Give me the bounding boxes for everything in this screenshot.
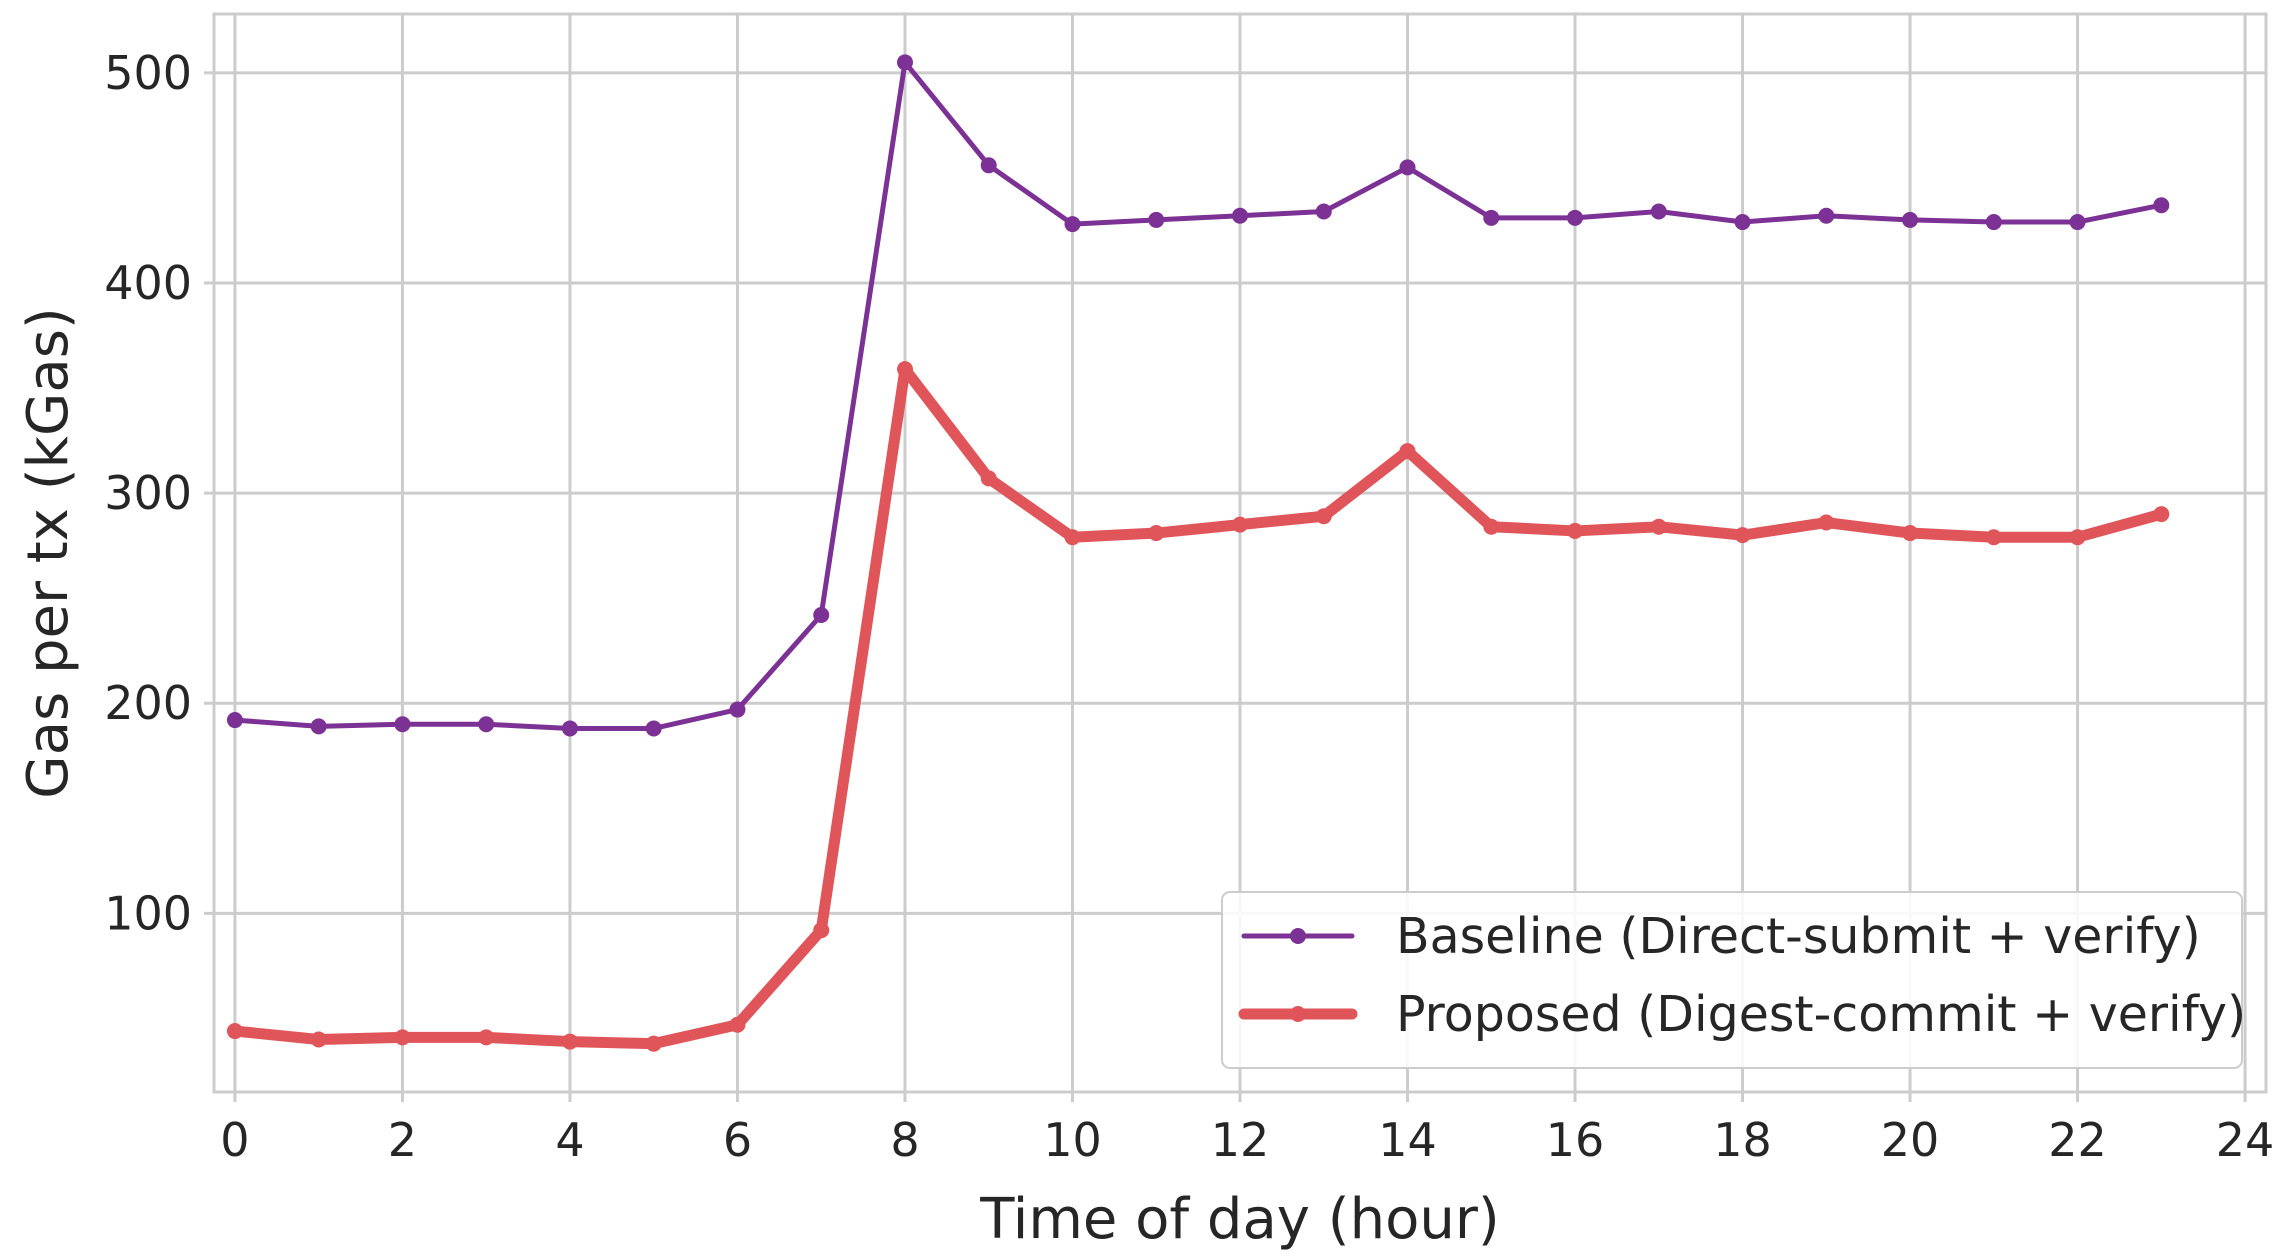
- x-tick-label: 0: [220, 1113, 249, 1167]
- data-point: [645, 720, 662, 737]
- data-point: [1985, 529, 2002, 546]
- x-tick-label: 2: [388, 1113, 417, 1167]
- x-tick-label: 16: [1546, 1113, 1605, 1167]
- legend-label: Baseline (Direct-submit + verify): [1396, 908, 2201, 965]
- legend-label: Proposed (Digest-commit + verify): [1396, 986, 2246, 1043]
- data-point: [1902, 211, 1919, 228]
- data-point: [896, 361, 913, 378]
- data-point: [645, 1035, 662, 1052]
- y-axis-ticks: 100 200 300 400 500: [104, 46, 214, 940]
- x-tick-label: 4: [555, 1113, 584, 1167]
- legend-swatch-marker: [1290, 928, 1306, 944]
- data-point: [729, 1016, 746, 1033]
- x-tick-label: 8: [890, 1113, 919, 1167]
- y-tick-label: 200: [104, 676, 192, 730]
- legend-box: [1221, 891, 2243, 1069]
- data-point: [478, 1029, 495, 1046]
- x-tick-label: 14: [1378, 1113, 1437, 1167]
- y-tick-label: 100: [104, 886, 192, 940]
- data-point: [1818, 514, 1835, 531]
- data-point: [2069, 529, 2086, 546]
- data-point: [1399, 159, 1416, 176]
- data-point: [1483, 209, 1500, 226]
- data-point: [813, 922, 830, 939]
- data-point: [813, 606, 830, 623]
- x-tick-label: 20: [1881, 1113, 1940, 1167]
- x-tick-label: 10: [1043, 1113, 1102, 1167]
- series-line: [229, 363, 2167, 1050]
- series-proposed: [226, 361, 2170, 1052]
- data-point: [394, 1029, 411, 1046]
- y-axis-label: Gas per tx (kGas): [16, 307, 81, 798]
- data-point: [2153, 506, 2170, 523]
- legend: Baseline (Direct-submit + verify) Propose…: [1221, 891, 2246, 1069]
- data-point: [310, 718, 327, 735]
- y-tick-label: 300: [104, 466, 192, 520]
- x-axis-label: Time of day (hour): [979, 1187, 1499, 1252]
- data-point: [1232, 516, 1248, 533]
- data-point: [1734, 527, 1751, 544]
- y-tick-label: 400: [104, 256, 192, 310]
- data-point: [561, 1033, 578, 1050]
- data-point: [226, 712, 243, 729]
- data-point: [1148, 211, 1165, 228]
- x-tick-label: 6: [723, 1113, 752, 1167]
- series-layer: [226, 54, 2170, 1052]
- data-point: [1315, 508, 1332, 525]
- data-point: [394, 716, 411, 733]
- data-point: [1399, 443, 1416, 460]
- legend-item: Baseline (Direct-submit + verify): [1241, 908, 2201, 965]
- data-point: [980, 470, 997, 487]
- y-tick-label: 500: [104, 46, 192, 100]
- data-point: [1985, 214, 2002, 231]
- data-point: [1483, 518, 1500, 535]
- legend-swatch-marker: [1290, 1006, 1306, 1022]
- data-point: [1148, 525, 1165, 542]
- data-point: [1232, 207, 1248, 224]
- x-tick-label: 22: [2048, 1113, 2107, 1167]
- data-point: [1064, 529, 1081, 546]
- data-point: [2069, 214, 2086, 231]
- x-tick-label: 12: [1211, 1113, 1270, 1167]
- data-point: [1567, 522, 1584, 539]
- data-point: [1567, 209, 1584, 226]
- data-point: [1902, 525, 1919, 542]
- series-line: [232, 59, 2164, 731]
- data-point: [561, 720, 578, 737]
- data-point: [896, 54, 913, 71]
- data-point: [1818, 207, 1835, 224]
- x-tick-label: 18: [1713, 1113, 1772, 1167]
- data-point: [478, 716, 495, 733]
- data-point: [729, 701, 746, 718]
- data-point: [980, 157, 997, 174]
- data-point: [1650, 203, 1667, 220]
- data-point: [1064, 216, 1081, 233]
- data-point: [1734, 214, 1751, 231]
- series-baseline: [226, 54, 2170, 737]
- data-point: [1315, 203, 1332, 220]
- data-point: [226, 1023, 243, 1040]
- x-tick-label: 24: [2216, 1113, 2275, 1167]
- data-point: [1650, 518, 1667, 535]
- legend-item: Proposed (Digest-commit + verify): [1238, 986, 2246, 1043]
- data-point: [310, 1031, 327, 1048]
- x-axis-ticks: 0 2 4 6 8 10 12 14 16 18 20 22 24: [220, 1092, 2274, 1167]
- data-point: [2153, 197, 2170, 214]
